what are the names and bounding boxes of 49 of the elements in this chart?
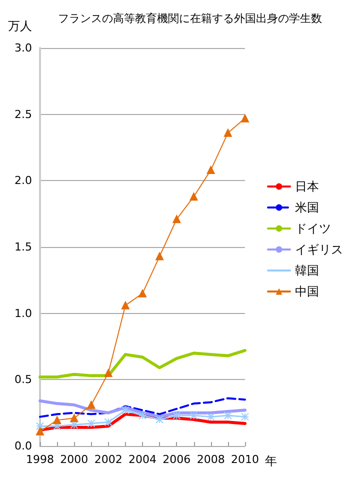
point (53, 422, 62, 430)
point (36, 427, 44, 436)
y-tick-label: 2.5 (14, 108, 32, 121)
point (156, 415, 164, 424)
y-tick-label: 1.5 (14, 240, 32, 254)
x-tick-label: 2006 (162, 453, 191, 466)
x-tick-label: 2008 (196, 453, 225, 466)
x-axis-title: 年 (264, 454, 277, 468)
point (104, 369, 112, 378)
point (70, 414, 78, 422)
x-tick-label: 2010 (231, 453, 259, 466)
point (104, 418, 112, 426)
legend-label: イギリス (295, 242, 343, 256)
point (53, 416, 62, 424)
point (172, 215, 181, 224)
legend-label: 韓国 (295, 264, 319, 278)
point (121, 406, 130, 414)
point (87, 419, 96, 428)
point (138, 289, 146, 298)
y-axis-title: 万人 (8, 19, 32, 33)
point (87, 400, 96, 409)
point (206, 412, 215, 421)
y-tick-label: 2.0 (14, 174, 32, 188)
y-tick-label: 3.0 (14, 42, 32, 54)
legend-label: 中国 (295, 284, 319, 298)
legend-label: 米国 (295, 200, 319, 214)
point (121, 301, 130, 310)
y-tick-label: 0.5 (14, 373, 32, 386)
y-tick-label: 0.0 (14, 440, 32, 452)
point (36, 422, 44, 430)
point (241, 114, 249, 122)
point (156, 252, 164, 260)
legend-label: ドイツ (295, 222, 331, 236)
x-tick-label: 1998 (26, 453, 54, 466)
legend-label: 日本 (295, 180, 319, 194)
chart-title: フランスの高等教育機関に在籍する外国出身の学生数 (58, 12, 322, 25)
x-tick-label: 2002 (94, 453, 122, 466)
point (138, 411, 146, 420)
y-tick-label: 1.0 (14, 306, 32, 320)
point (224, 411, 232, 420)
point (190, 192, 198, 201)
point (206, 166, 215, 174)
point (190, 411, 198, 420)
x-tick-label: 2004 (128, 453, 156, 466)
x-tick-label: 2000 (60, 453, 88, 466)
point (172, 411, 181, 420)
line-series (38, 348, 246, 379)
point (241, 412, 249, 421)
point (224, 128, 232, 137)
